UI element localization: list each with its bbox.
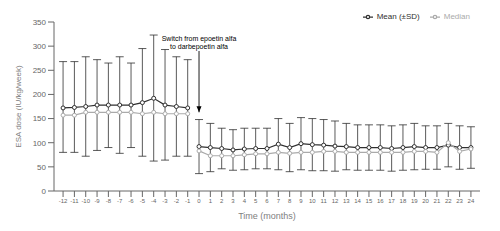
svg-text:50: 50 [37,163,46,172]
svg-text:150: 150 [33,114,47,123]
svg-text:17: 17 [388,198,395,204]
svg-text:6: 6 [265,198,269,204]
svg-text:250: 250 [33,66,47,75]
svg-text:2: 2 [220,198,224,204]
svg-text:-7: -7 [117,198,123,204]
svg-text:-5: -5 [140,198,146,204]
svg-text:24: 24 [468,198,475,204]
svg-text:3: 3 [231,198,235,204]
svg-text:11: 11 [321,198,328,204]
svg-text:-2: -2 [174,198,180,204]
svg-text:-10: -10 [81,198,90,204]
svg-text:7: 7 [277,198,281,204]
svg-text:9: 9 [299,198,303,204]
svg-text:Time (months): Time (months) [238,211,296,221]
html-text:Mean (±SD): Mean (±SD) [376,12,420,22]
svg-text:-9: -9 [94,198,100,204]
svg-text:-4: -4 [151,198,157,204]
svg-text:0: 0 [197,198,201,204]
svg-text:100: 100 [33,139,47,148]
svg-text:19: 19 [411,198,418,204]
svg-text:22: 22 [445,198,452,204]
svg-text:-1: -1 [185,198,191,204]
svg-text:350: 350 [33,18,47,27]
svg-text:-6: -6 [128,198,134,204]
svg-text:8: 8 [288,198,292,204]
svg-text:-8: -8 [106,198,112,204]
svg-text:23: 23 [456,198,463,204]
svg-text:300: 300 [33,42,47,51]
svg-text:4: 4 [243,198,247,204]
svg-text:21: 21 [434,198,441,204]
svg-text:15: 15 [366,198,373,204]
svg-text:ESA dose (IU/kg/week): ESA dose (IU/kg/week) [14,65,23,148]
svg-text:Switch from epoetin alfato dar: Switch from epoetin alfato darbepoetin a… [162,35,237,51]
svg-text:14: 14 [354,198,361,204]
html-text:Median: Median [443,12,470,22]
svg-text:18: 18 [400,198,407,204]
svg-text:13: 13 [343,198,350,204]
svg-text:16: 16 [377,198,384,204]
svg-text:0: 0 [42,187,47,196]
svg-text:-12: -12 [59,198,68,204]
svg-text:5: 5 [254,198,258,204]
svg-text:20: 20 [422,198,429,204]
svg-text:1: 1 [209,198,213,204]
svg-text:-11: -11 [70,198,79,204]
svg-text:-3: -3 [162,198,168,204]
svg-text:12: 12 [332,198,339,204]
svg-text:200: 200 [33,90,47,99]
svg-text:10: 10 [309,198,316,204]
